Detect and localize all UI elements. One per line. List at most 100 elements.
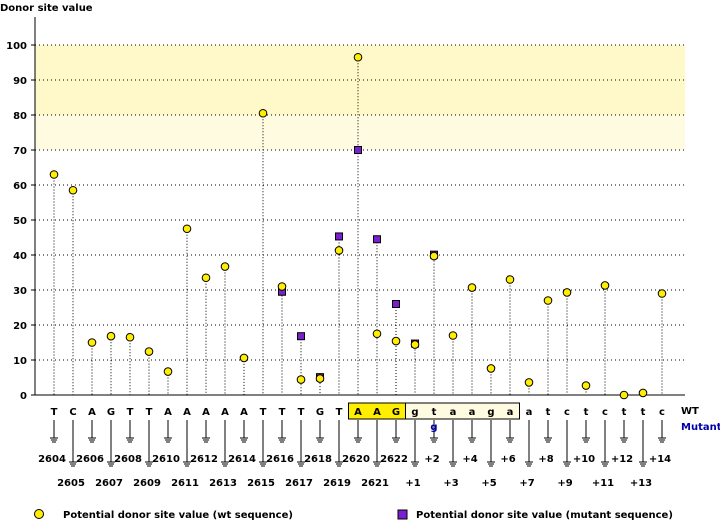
base-+9: c <box>564 407 570 418</box>
base-2611: A <box>183 407 191 418</box>
wt-marker-+8 <box>543 296 553 305</box>
base-+4: a <box>469 407 476 418</box>
wt-row-label: WT <box>681 406 699 417</box>
position-label-+11: +11 <box>592 478 614 489</box>
base-2607: G <box>107 407 115 418</box>
wt-marker-2605 <box>68 185 78 195</box>
wt-marker-2604 <box>49 170 59 179</box>
position-label-+3: +3 <box>443 478 458 489</box>
position-label-+14: +14 <box>649 454 671 465</box>
wt-marker-+9 <box>562 288 572 297</box>
wt-marker-2619 <box>334 246 344 255</box>
base-+6: a <box>507 407 514 418</box>
mutant-marker-2622 <box>392 300 400 308</box>
base-2618: G <box>316 407 324 418</box>
base-+1: g <box>411 407 418 418</box>
base-2609: T <box>146 407 153 418</box>
base-2604: T <box>51 407 58 418</box>
base-+3: a <box>450 407 457 418</box>
position-label-2604: 2604 <box>38 454 66 465</box>
base-+2: t <box>432 407 437 418</box>
wt-marker-2620 <box>353 52 363 62</box>
position-label-+12: +12 <box>611 454 633 465</box>
base-+14: c <box>659 407 665 418</box>
wt-marker-+12 <box>619 390 629 400</box>
position-label-2614: 2614 <box>228 454 256 465</box>
position-label-+7: +7 <box>519 478 534 489</box>
wt-marker-2609 <box>144 347 154 356</box>
mutant-marker-2620 <box>354 146 362 154</box>
position-label-+10: +10 <box>573 454 595 465</box>
wt-marker-2612 <box>201 273 211 283</box>
position-label-2618: 2618 <box>304 454 332 465</box>
base-+5: g <box>487 407 494 418</box>
wt-marker-2611 <box>182 224 192 234</box>
mutant-marker-2621 <box>373 235 381 244</box>
exon-box <box>348 402 406 420</box>
wt-marker-2613 <box>220 262 230 271</box>
y-axis-title: Donor site value <box>0 3 93 14</box>
wt-marker-2615 <box>258 108 268 118</box>
wt-marker-+14 <box>657 289 667 298</box>
base-+12: t <box>622 407 627 418</box>
position-labels: 2604 2605 2606 2607 2608 2609 2610 2611 2612 2613… <box>38 454 671 489</box>
position-label-+1: +1 <box>405 478 420 489</box>
y-tick-label-50: 50 <box>13 216 27 227</box>
wt-marker-2606 <box>87 338 97 347</box>
base-2617: T <box>298 407 305 418</box>
mutant-marker-2619 <box>335 232 343 241</box>
mutant-marker-2617 <box>297 332 305 341</box>
base-2616: T <box>279 407 286 418</box>
position-label-+13: +13 <box>630 478 652 489</box>
wt-marker-2618 <box>315 374 325 383</box>
wt-marker-2617 <box>296 375 306 384</box>
position-label-2621: 2621 <box>361 478 389 489</box>
position-label-+9: +9 <box>557 478 572 489</box>
highlight-band-1 <box>35 115 685 150</box>
wt-marker-2610 <box>163 367 173 376</box>
position-ground-icons <box>50 420 666 467</box>
y-tick-label-0: 0 <box>20 391 27 402</box>
position-label-2616: 2616 <box>266 454 294 465</box>
base-2614: A <box>240 407 248 418</box>
wt-marker-+7 <box>524 378 534 387</box>
position-label-+6: +6 <box>500 454 515 465</box>
base-+10: t <box>584 407 589 418</box>
y-tick-label-80: 80 <box>13 111 27 122</box>
position-label-2615: 2615 <box>247 478 275 489</box>
y-tick-label-100: 100 <box>6 41 27 52</box>
wt-marker-+2 <box>429 251 439 261</box>
row-labels: WT Mutant <box>681 406 720 433</box>
mutant-base-letter: g <box>430 422 437 433</box>
position-label-2617: 2617 <box>285 478 313 489</box>
position-label-+8: +8 <box>538 454 553 465</box>
mutant-row-label: Mutant <box>681 422 720 433</box>
wt-marker-2614 <box>239 353 249 363</box>
base-+7: a <box>526 407 533 418</box>
y-tick-label-40: 40 <box>13 251 27 262</box>
base-+8: t <box>546 407 551 418</box>
base-2608: T <box>127 407 134 418</box>
intron-box <box>405 402 520 420</box>
wt-marker-+4 <box>467 283 477 292</box>
base-2605: C <box>69 407 76 418</box>
position-label-2620: 2620 <box>342 454 370 465</box>
position-label-+4: +4 <box>462 454 477 465</box>
wt-marker-2622 <box>391 336 401 346</box>
sequence-boxes <box>348 402 520 420</box>
y-tick-label-10: 10 <box>13 356 27 367</box>
base-2619: T <box>336 407 343 418</box>
legend-wt-marker <box>34 509 44 519</box>
axes: Donor site value <box>0 3 685 396</box>
y-tick-label-60: 60 <box>13 181 27 192</box>
wt-marker-+10 <box>581 381 591 390</box>
position-label-2607: 2607 <box>95 478 123 489</box>
wt-marker-2607 <box>106 331 116 341</box>
position-label-+5: +5 <box>481 478 496 489</box>
position-label-2612: 2612 <box>190 454 218 465</box>
wt-marker-+11 <box>600 281 610 290</box>
y-tick-label-30: 30 <box>13 286 27 297</box>
position-label-+2: +2 <box>424 454 439 465</box>
legend-wt-label: Potential donor site value (wt sequence) <box>63 510 293 520</box>
